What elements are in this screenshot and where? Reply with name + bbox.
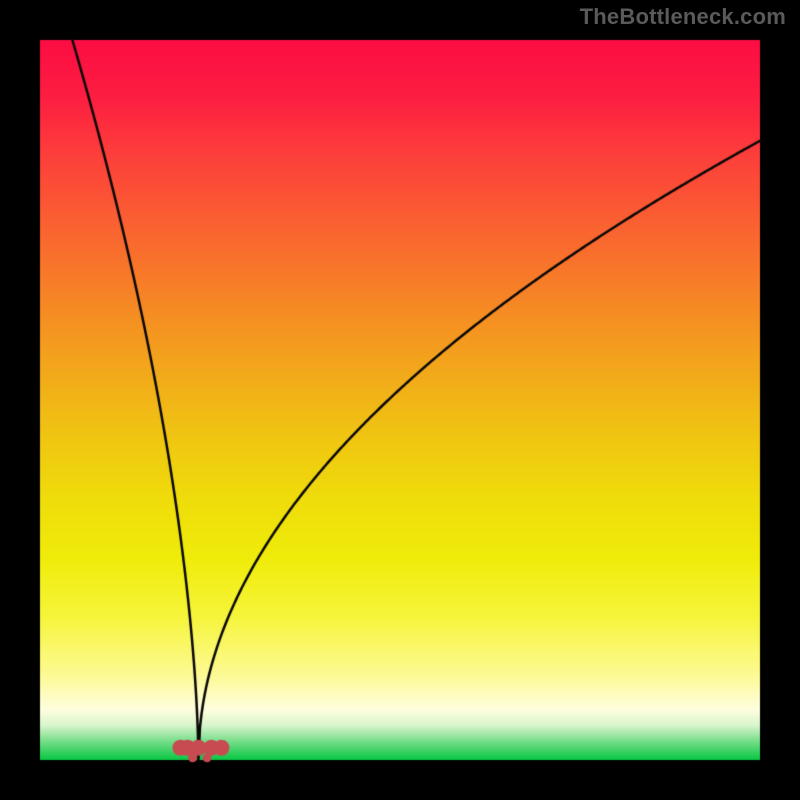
chart-root: TheBottleneck.com [0,0,800,800]
bottleneck-chart-canvas [0,0,800,800]
watermark-label: TheBottleneck.com [580,4,786,30]
